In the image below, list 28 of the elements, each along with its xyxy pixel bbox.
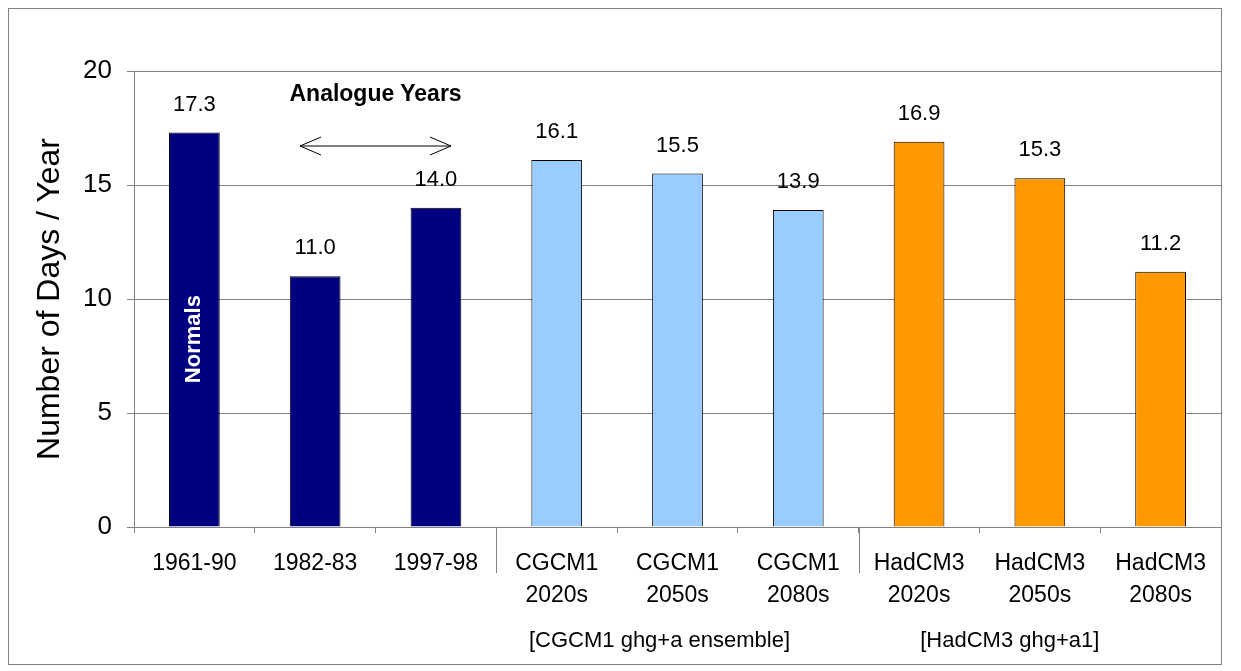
data-label: 17.3 (172, 90, 216, 116)
data-label: 15.3 (1018, 136, 1062, 162)
x-tick-label: HadCM3 2050s (994, 549, 1086, 608)
y-axis-title: Number of Days / Year (30, 137, 67, 460)
data-label: 11.0 (294, 234, 336, 260)
annotation: Analogue Years (289, 80, 462, 107)
x-tick-label: HadCM3 2020s (873, 549, 965, 608)
data-label: 16.1 (535, 117, 579, 143)
y-tick-label: 5 (97, 396, 112, 427)
x-tick-label: CGCM1 2050s (635, 549, 720, 608)
data-label: 13.9 (776, 168, 820, 194)
y-tick-label: 0 (97, 510, 112, 541)
data-label: 11.2 (1140, 229, 1182, 255)
annotation: Normals (180, 295, 206, 384)
x-tick-label: CGCM1 2020s (515, 549, 599, 608)
x-tick-label: 1982-83 (272, 549, 358, 576)
data-label: 15.5 (656, 131, 699, 157)
x-tick-label: 1997-98 (393, 549, 479, 576)
x-tick-label: HadCM3 2080s (1115, 549, 1206, 608)
text: [HadCM3 ghg+a1] (920, 627, 1100, 653)
y-tick-label: 10 (83, 282, 112, 313)
x-tick-label: CGCM1 2080s (756, 549, 840, 608)
data-label: 16.9 (897, 99, 941, 125)
y-tick-label: 20 (83, 54, 112, 85)
data-label: 14.0 (414, 165, 458, 191)
x-tick-label: 1961-90 (152, 549, 237, 576)
text: [CGCM1 ghg+a ensemble] (528, 627, 791, 653)
y-tick-label: 15 (83, 168, 112, 199)
